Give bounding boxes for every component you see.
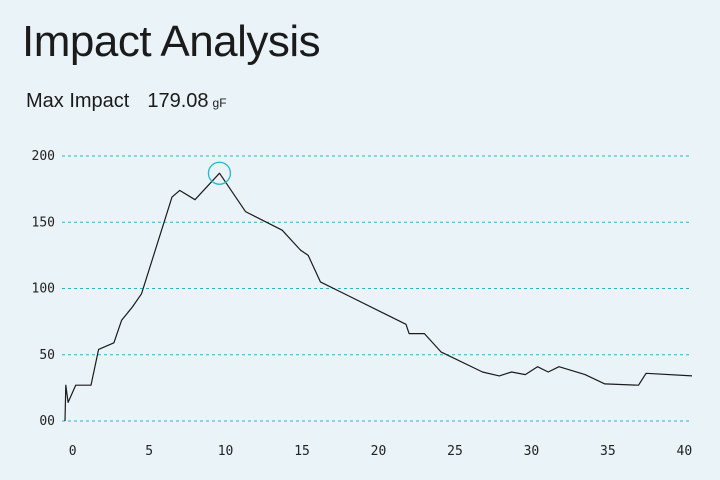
x-tick-label: 5: [145, 444, 153, 459]
y-tick-label: 100: [32, 282, 55, 297]
y-tick-label: 00: [39, 414, 55, 429]
x-tick-label: 40: [677, 444, 693, 459]
y-axis-ticks: 00 50 100 150 200: [32, 149, 55, 429]
x-tick-label: 20: [371, 444, 387, 459]
peak-marker-circle: [207, 161, 232, 185]
max-impact-readout: Max Impact 179.08 gF: [26, 90, 227, 113]
x-tick-label: 10: [218, 444, 234, 459]
max-impact-value-group: 179.08 gF: [147, 90, 226, 113]
max-impact-value: 179.08: [147, 90, 209, 112]
impact-series-line: [64, 172, 693, 422]
grid-lines: [62, 155, 692, 422]
peak-marker-layer: [207, 161, 232, 185]
y-tick-label: 200: [32, 149, 55, 164]
x-tick-label: 30: [524, 444, 540, 459]
max-impact-unit: gF: [212, 96, 227, 110]
x-tick-label: 15: [294, 444, 310, 459]
x-tick-label: 35: [600, 444, 616, 459]
y-tick-label: 150: [32, 215, 55, 230]
x-tick-label: 0: [69, 444, 77, 459]
x-tick-label: 25: [447, 444, 463, 459]
series-layer: [64, 172, 693, 422]
page-title: Impact Analysis: [22, 17, 321, 66]
max-impact-label: Max Impact: [26, 90, 130, 112]
y-tick-label: 50: [39, 348, 55, 363]
x-axis-ticks: 0 5 10 15 20 25 30 35 40: [69, 444, 692, 459]
